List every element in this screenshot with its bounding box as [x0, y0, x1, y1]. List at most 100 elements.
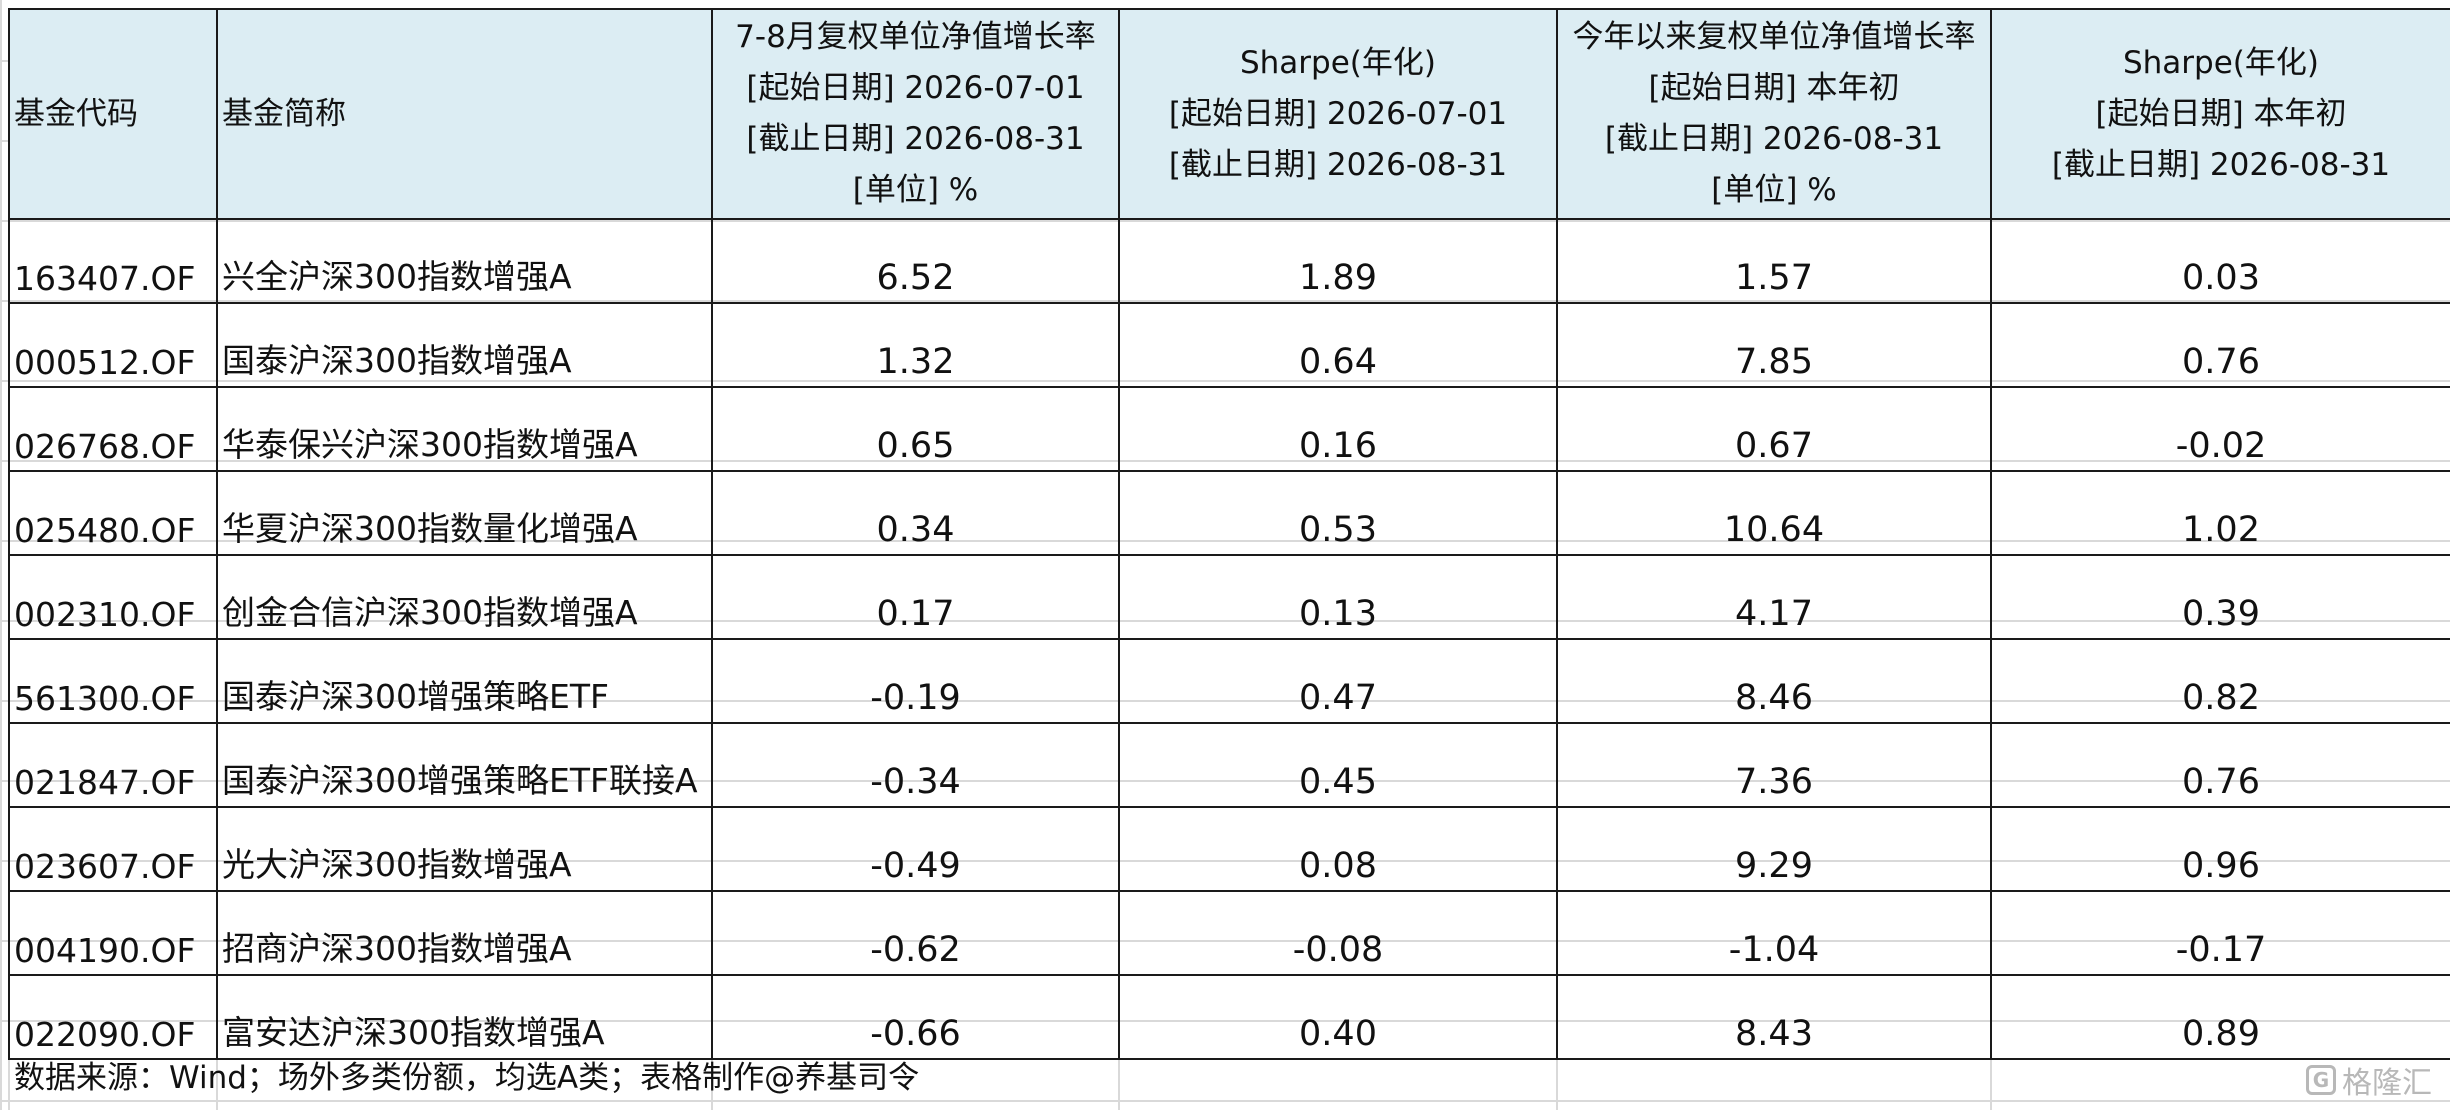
jul-aug-return-cell: -0.66 — [711, 974, 1120, 1060]
column-header: 基金代码 — [8, 8, 218, 220]
sheet-column-line — [1556, 1018, 1558, 1110]
column-header-line: 今年以来复权单位净值增长率 — [1572, 19, 1976, 55]
table-row: 163407.OF 兴全沪深300指数增强A 6.52 1.89 1.57 0.03 — [8, 218, 2450, 304]
table-row: 026768.OF 华泰保兴沪深300指数增强A 0.65 0.16 0.67 -0.02 — [8, 386, 2450, 472]
table-row: 023607.OF 光大沪深300指数增强A -0.49 0.08 9.29 0.96 — [8, 806, 2450, 892]
table-header: 基金代码 基金简称 7-8月复权单位净值增长率 [起始日期] 2026-07-01 [截… — [8, 8, 2450, 220]
jul-aug-sharpe-cell: 0.47 — [1118, 638, 1558, 724]
jul-aug-sharpe-cell: 0.45 — [1118, 722, 1558, 808]
ytd-return-cell: 1.57 — [1556, 218, 1992, 304]
ytd-sharpe-cell: 1.02 — [1990, 470, 2450, 556]
fund-code-cell: 021847.OF — [8, 722, 218, 808]
fund-name-cell: 富安达沪深300指数增强A — [216, 974, 713, 1060]
jul-aug-return-cell: 0.34 — [711, 470, 1120, 556]
fund-code-cell: 002310.OF — [8, 554, 218, 640]
column-header-line: [截止日期] 2026-08-31 — [746, 121, 1085, 157]
column-header-line: 基金代码 — [14, 95, 138, 132]
fund-name-cell: 华夏沪深300指数量化增强A — [216, 470, 713, 556]
column-header-line: [单位] % — [852, 172, 979, 208]
jul-aug-sharpe-cell: 0.16 — [1118, 386, 1558, 472]
ytd-sharpe-cell: 0.03 — [1990, 218, 2450, 304]
jul-aug-return-cell: 0.17 — [711, 554, 1120, 640]
jul-aug-return-cell: 6.52 — [711, 218, 1120, 304]
sheet-column-line — [8, 1018, 10, 1110]
fund-name-cell: 光大沪深300指数增强A — [216, 806, 713, 892]
ytd-sharpe-cell: 0.82 — [1990, 638, 2450, 724]
column-header-line: Sharpe(年化) — [2122, 44, 2319, 81]
jul-aug-sharpe-cell: 0.64 — [1118, 302, 1558, 388]
ytd-return-cell: 10.64 — [1556, 470, 1992, 556]
jul-aug-sharpe-cell: 1.89 — [1118, 218, 1558, 304]
fund-code-cell: 561300.OF — [8, 638, 218, 724]
ytd-sharpe-cell: 0.96 — [1990, 806, 2450, 892]
jul-aug-return-cell: 1.32 — [711, 302, 1120, 388]
column-header-line: [单位] % — [1711, 172, 1837, 208]
column-header-line: [截止日期] 2026-08-31 — [1168, 146, 1508, 183]
column-header-line: [起始日期] 2026-07-01 — [1168, 95, 1508, 132]
column-header-line: Sharpe(年化) — [1239, 44, 1436, 81]
fund-code-cell: 026768.OF — [8, 386, 218, 472]
fund-name-cell: 创金合信沪深300指数增强A — [216, 554, 713, 640]
fund-code-cell: 025480.OF — [8, 470, 218, 556]
ytd-return-cell: 9.29 — [1556, 806, 1992, 892]
fund-name-cell: 国泰沪深300增强策略ETF — [216, 638, 713, 724]
fund-code-cell: 000512.OF — [8, 302, 218, 388]
fund-name-cell: 国泰沪深300指数增强A — [216, 302, 713, 388]
jul-aug-return-cell: 0.65 — [711, 386, 1120, 472]
fund-name-cell: 兴全沪深300指数增强A — [216, 218, 713, 304]
ytd-return-cell: 7.36 — [1556, 722, 1992, 808]
table-row: 025480.OF 华夏沪深300指数量化增强A 0.34 0.53 10.64 1.02 — [8, 470, 2450, 556]
column-header: Sharpe(年化) [起始日期] 2026-07-01 [截止日期] 2026-0… — [1118, 8, 1558, 220]
sheet-column-line — [216, 1018, 218, 1110]
table-body: 163407.OF 兴全沪深300指数增强A 6.52 1.89 1.57 0.03 000… — [8, 218, 2450, 1060]
watermark-text: 格隆汇 — [2342, 1066, 2432, 1101]
table-row: 022090.OF 富安达沪深300指数增强A -0.66 0.40 8.43 0.89 — [8, 974, 2450, 1060]
table-row: 561300.OF 国泰沪深300增强策略ETF -0.19 0.47 8.46 0.82 — [8, 638, 2450, 724]
ytd-sharpe-cell: -0.02 — [1990, 386, 2450, 472]
column-header-line: [截止日期] 2026-08-31 — [2051, 146, 2391, 183]
column-header: 今年以来复权单位净值增长率 [起始日期] 本年初 [截止日期] 2026-08-31… — [1556, 8, 1992, 220]
table-row: 000512.OF 国泰沪深300指数增强A 1.32 0.64 7.85 0.76 — [8, 302, 2450, 388]
sheet-column-line — [711, 1018, 713, 1110]
jul-aug-sharpe-cell: 0.08 — [1118, 806, 1558, 892]
ytd-sharpe-cell: 0.89 — [1990, 974, 2450, 1060]
ytd-sharpe-cell: 0.76 — [1990, 722, 2450, 808]
fund-name-cell: 华泰保兴沪深300指数增强A — [216, 386, 713, 472]
fund-comparison-table: 基金代码 基金简称 7-8月复权单位净值增长率 [起始日期] 2026-07-01 [截… — [8, 8, 2450, 1060]
fund-name-cell: 招商沪深300指数增强A — [216, 890, 713, 976]
ytd-sharpe-cell: 0.76 — [1990, 302, 2450, 388]
column-header-line: [起始日期] 2026-07-01 — [746, 70, 1085, 106]
sheet-column-line — [1990, 1018, 1992, 1110]
ytd-return-cell: -1.04 — [1556, 890, 1992, 976]
column-header-line: [起始日期] 本年初 — [1648, 70, 1900, 106]
jul-aug-return-cell: -0.49 — [711, 806, 1120, 892]
ytd-return-cell: 8.43 — [1556, 974, 1992, 1060]
ytd-return-cell: 7.85 — [1556, 302, 1992, 388]
jul-aug-return-cell: -0.34 — [711, 722, 1120, 808]
ytd-return-cell: 8.46 — [1556, 638, 1992, 724]
column-header-line: [截止日期] 2026-08-31 — [1604, 121, 1944, 157]
fund-code-cell: 023607.OF — [8, 806, 218, 892]
column-header: Sharpe(年化) [起始日期] 本年初 [截止日期] 2026-08-31 — [1990, 8, 2450, 220]
column-header: 基金简称 — [216, 8, 713, 220]
fund-code-cell: 163407.OF — [8, 218, 218, 304]
column-header-line: 7-8月复权单位净值增长率 — [735, 19, 1096, 55]
table-row: 002310.OF 创金合信沪深300指数增强A 0.17 0.13 4.17 0.39 — [8, 554, 2450, 640]
jul-aug-return-cell: -0.62 — [711, 890, 1120, 976]
jul-aug-sharpe-cell: 0.53 — [1118, 470, 1558, 556]
fund-code-cell: 004190.OF — [8, 890, 218, 976]
ytd-sharpe-cell: -0.17 — [1990, 890, 2450, 976]
fund-code-cell: 022090.OF — [8, 974, 218, 1060]
ytd-sharpe-cell: 0.39 — [1990, 554, 2450, 640]
header-row: 基金代码 基金简称 7-8月复权单位净值增长率 [起始日期] 2026-07-01 [截… — [8, 8, 2450, 220]
fund-name-cell: 国泰沪深300增强策略ETF联接A — [216, 722, 713, 808]
column-header: 7-8月复权单位净值增长率 [起始日期] 2026-07-01 [截止日期] 202… — [711, 8, 1120, 220]
gelonghui-logo-icon: G — [2306, 1065, 2336, 1095]
ytd-return-cell: 0.67 — [1556, 386, 1992, 472]
data-source-note: 数据来源：Wind；场外多类份额，均选A类；表格制作@养基司令 — [14, 1060, 920, 1096]
table-row: 021847.OF 国泰沪深300增强策略ETF联接A -0.34 0.45 7.36 0… — [8, 722, 2450, 808]
jul-aug-return-cell: -0.19 — [711, 638, 1120, 724]
column-header-line: [起始日期] 本年初 — [2095, 95, 2347, 132]
ytd-return-cell: 4.17 — [1556, 554, 1992, 640]
watermark: G 格隆汇 — [2306, 1058, 2432, 1102]
